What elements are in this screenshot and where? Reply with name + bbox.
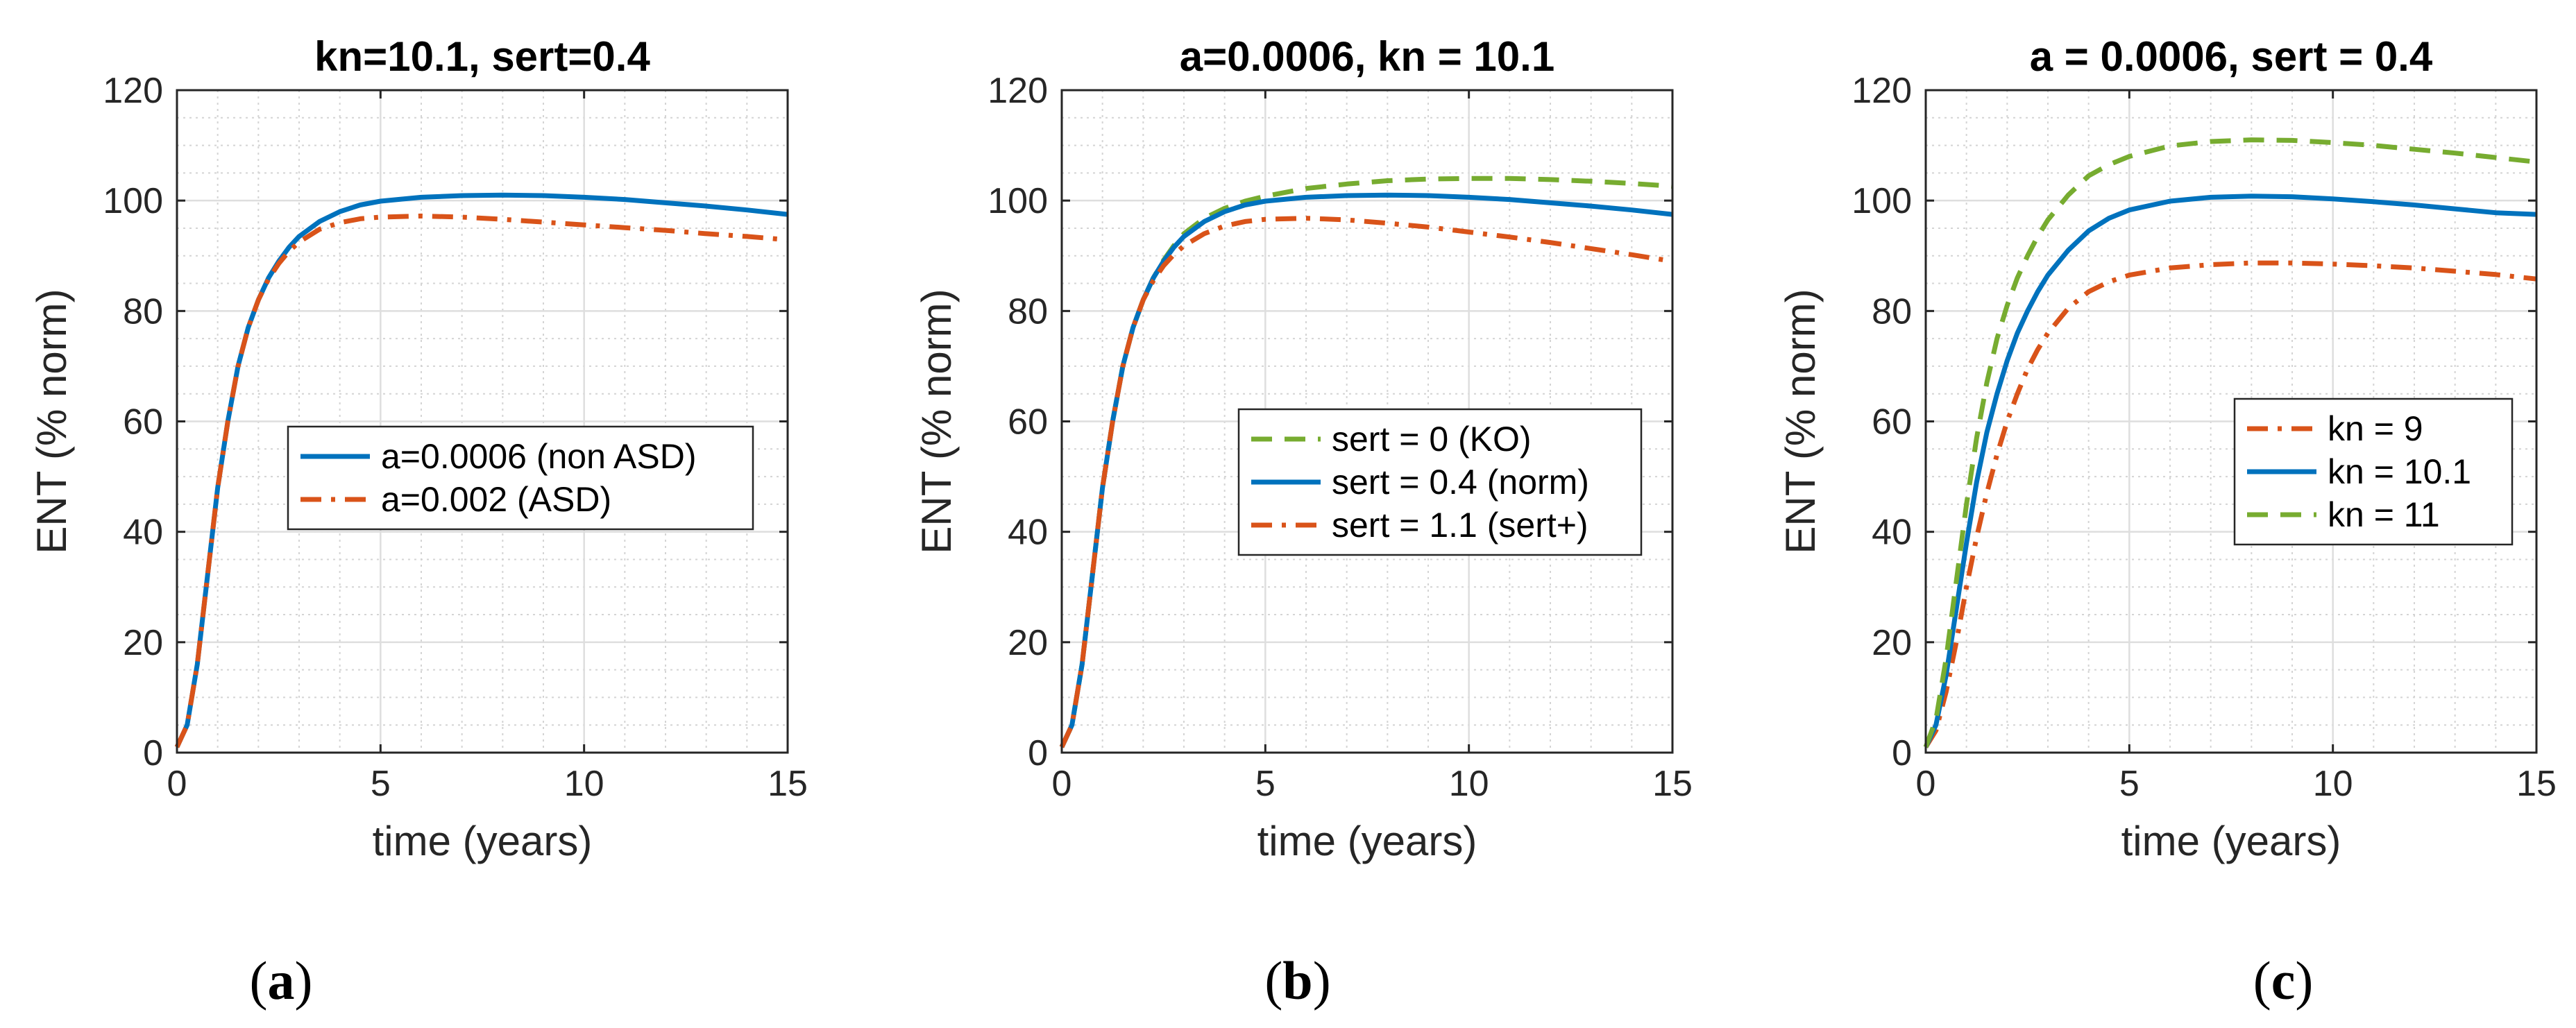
legend-label-0: kn = 9: [2328, 409, 2423, 448]
legend-label-1: a=0.002 (ASD): [381, 480, 611, 519]
panel-caption: (b): [1264, 950, 1330, 1011]
y-tick-label: 60: [1872, 402, 1912, 443]
x-axis-label: time (years): [1257, 818, 1477, 864]
y-tick-label: 0: [1892, 733, 1912, 773]
caption-close-paren: ): [295, 950, 313, 1011]
y-tick-label: 60: [123, 402, 163, 443]
x-tick-label: 5: [371, 764, 391, 804]
x-tick-label: 15: [1652, 764, 1693, 804]
x-tick-label: 15: [768, 764, 808, 804]
y-tick-label: 20: [1872, 623, 1912, 663]
y-tick-label: 40: [123, 513, 163, 553]
y-tick-label: 120: [103, 71, 163, 111]
y-axis-label: ENT (% norm): [913, 289, 960, 554]
legend-label-1: kn = 10.1: [2328, 452, 2471, 491]
x-axis-label: time (years): [373, 818, 593, 864]
panel-caption: (a): [250, 950, 313, 1011]
caption-close-paren: ): [1313, 950, 1331, 1011]
y-tick-label: 80: [1872, 291, 1912, 332]
chart-title: kn=10.1, sert=0.4: [314, 33, 650, 80]
x-tick-label: 15: [2516, 764, 2557, 804]
y-tick-label: 80: [123, 291, 163, 332]
series-line-0: [1924, 260, 2537, 748]
legend-label-0: sert = 0 (KO): [1332, 420, 1532, 459]
caption-letter: b: [1282, 950, 1312, 1011]
caption-letter: a: [268, 950, 295, 1011]
x-axis-label: time (years): [2121, 818, 2341, 864]
y-tick-label: 20: [1008, 623, 1048, 663]
y-tick-label: 40: [1872, 513, 1912, 553]
y-tick-label: 20: [123, 623, 163, 663]
series-line-2: [1923, 137, 2537, 748]
y-tick-label: 60: [1008, 402, 1048, 443]
caption-open-paren: (: [2253, 950, 2271, 1011]
chart-title: a = 0.0006, sert = 0.4: [2030, 33, 2433, 80]
legend: kn = 9 kn = 10.1 kn = 11: [2233, 397, 2514, 546]
legend-label-0: a=0.0006 (non ASD): [381, 437, 697, 476]
chart-panel-c: 0 5 10 15 0 20 40 60 80 100 120 a = 0.0006, sert = …: [1777, 33, 2557, 1011]
x-tick-label: 5: [2119, 764, 2139, 804]
chart-panel-a: 0 5 10 15 0 20 40 60 80 100 120 kn=10.1, sert=0.4 ti…: [28, 33, 808, 1011]
chart-title: a=0.0006, kn = 10.1: [1180, 33, 1554, 80]
y-tick-label: 40: [1008, 513, 1048, 553]
chart-panel-b: 0 5 10 15 0 20 40 60 80 100 120 a=0.0006, kn = 10.1…: [913, 33, 1693, 1011]
x-tick-label: 10: [1449, 764, 1489, 804]
x-tick-label: 10: [564, 764, 604, 804]
y-tick-label: 120: [1852, 71, 1912, 111]
legend: sert = 0 (KO) sert = 0.4 (norm) sert = 1.1…: [1237, 408, 1643, 556]
y-tick-label: 120: [988, 71, 1048, 111]
y-axis-label: ENT (% norm): [28, 289, 75, 554]
x-tick-label: 10: [2313, 764, 2353, 804]
y-axis-label: ENT (% norm): [1777, 289, 1824, 554]
legend-label-2: sert = 1.1 (sert+): [1332, 506, 1588, 545]
caption-open-paren: (: [1264, 950, 1282, 1011]
caption-close-paren: ): [2295, 950, 2313, 1011]
y-tick-label: 0: [1028, 733, 1048, 773]
caption-letter: c: [2271, 950, 2296, 1011]
x-tick-label: 0: [1052, 764, 1072, 804]
panel-caption: (c): [2253, 950, 2314, 1011]
series-line-2: [1059, 216, 1673, 748]
legend-box: [287, 425, 754, 531]
caption-open-paren: (: [250, 950, 268, 1011]
y-tick-label: 100: [988, 181, 1048, 221]
x-tick-label: 5: [1255, 764, 1276, 804]
legend-label-1: sert = 0.4 (norm): [1332, 463, 1589, 502]
legend-label-2: kn = 11: [2328, 495, 2440, 534]
series-line-1: [174, 213, 788, 748]
y-tick-label: 80: [1008, 291, 1048, 332]
y-tick-label: 0: [143, 733, 163, 773]
series-line-1: [1923, 194, 2537, 748]
x-tick-label: 0: [167, 764, 187, 804]
legend: a=0.0006 (non ASD) a=0.002 (ASD): [287, 425, 754, 531]
y-tick-label: 100: [1852, 181, 1912, 221]
x-tick-label: 0: [1916, 764, 1936, 804]
y-tick-label: 100: [103, 181, 163, 221]
